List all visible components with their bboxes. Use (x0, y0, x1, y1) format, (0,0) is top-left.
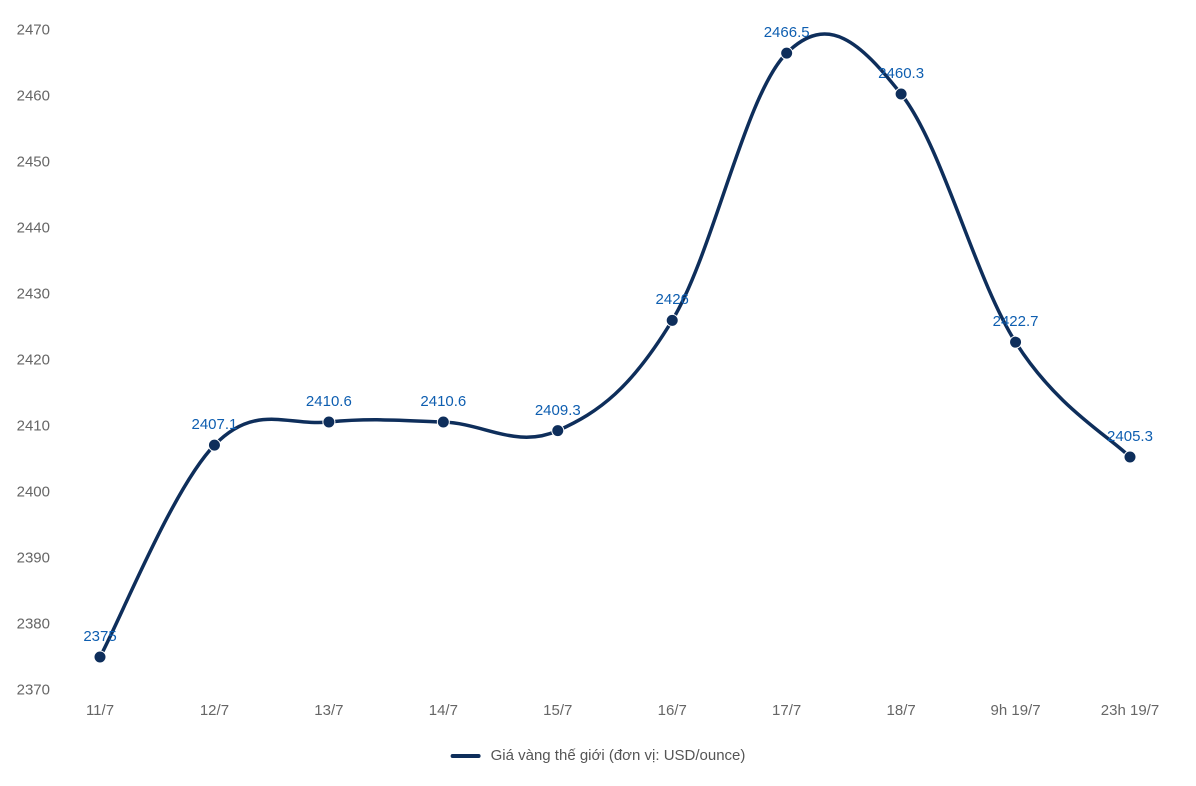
y-tick-label: 2430 (17, 286, 60, 303)
plot-area: 2370238023902400241024202430244024502460… (60, 30, 1170, 690)
x-tick-label: 23h 19/7 (1101, 690, 1159, 719)
data-point[interactable] (552, 425, 564, 437)
data-label: 2466.5 (764, 24, 810, 41)
data-point[interactable] (437, 416, 449, 428)
data-label: 2407.1 (191, 416, 237, 433)
x-tick-label: 13/7 (314, 690, 343, 719)
x-tick-label: 16/7 (658, 690, 687, 719)
y-tick-label: 2460 (17, 88, 60, 105)
data-point[interactable] (323, 416, 335, 428)
data-label: 2426 (656, 291, 689, 308)
x-tick-label: 18/7 (887, 690, 916, 719)
line-path (100, 34, 1130, 657)
data-point[interactable] (1010, 336, 1022, 348)
y-tick-label: 2440 (17, 220, 60, 237)
y-tick-label: 2390 (17, 550, 60, 567)
data-label: 2422.7 (993, 313, 1039, 330)
data-label: 2375 (83, 628, 116, 645)
data-label: 2409.3 (535, 402, 581, 419)
data-label: 2460.3 (878, 65, 924, 82)
data-point[interactable] (781, 47, 793, 59)
data-point[interactable] (1124, 451, 1136, 463)
y-tick-label: 2450 (17, 154, 60, 171)
x-tick-label: 17/7 (772, 690, 801, 719)
y-tick-label: 2370 (17, 682, 60, 699)
y-tick-label: 2410 (17, 418, 60, 435)
x-tick-label: 12/7 (200, 690, 229, 719)
x-tick-label: 15/7 (543, 690, 572, 719)
data-point[interactable] (666, 314, 678, 326)
x-tick-label: 11/7 (86, 690, 114, 719)
line-series-svg (60, 30, 1170, 690)
x-tick-label: 14/7 (429, 690, 458, 719)
legend-swatch (451, 754, 481, 758)
y-tick-label: 2400 (17, 484, 60, 501)
data-point[interactable] (895, 88, 907, 100)
data-point[interactable] (94, 651, 106, 663)
data-point[interactable] (208, 439, 220, 451)
y-tick-label: 2420 (17, 352, 60, 369)
chart-legend: Giá vàng thế giới (đơn vị: USD/ounce) (451, 747, 746, 764)
legend-label: Giá vàng thế giới (đơn vị: USD/ounce) (491, 747, 746, 764)
data-label: 2410.6 (306, 393, 352, 410)
y-tick-label: 2470 (17, 22, 60, 39)
data-label: 2410.6 (420, 393, 466, 410)
y-tick-label: 2380 (17, 616, 60, 633)
x-tick-label: 9h 19/7 (991, 690, 1041, 719)
gold-price-chart: 2370 2380 2390 2400 2410 2420 2430 2440 2450 2460… (0, 0, 1196, 786)
data-label: 2405.3 (1107, 428, 1153, 445)
